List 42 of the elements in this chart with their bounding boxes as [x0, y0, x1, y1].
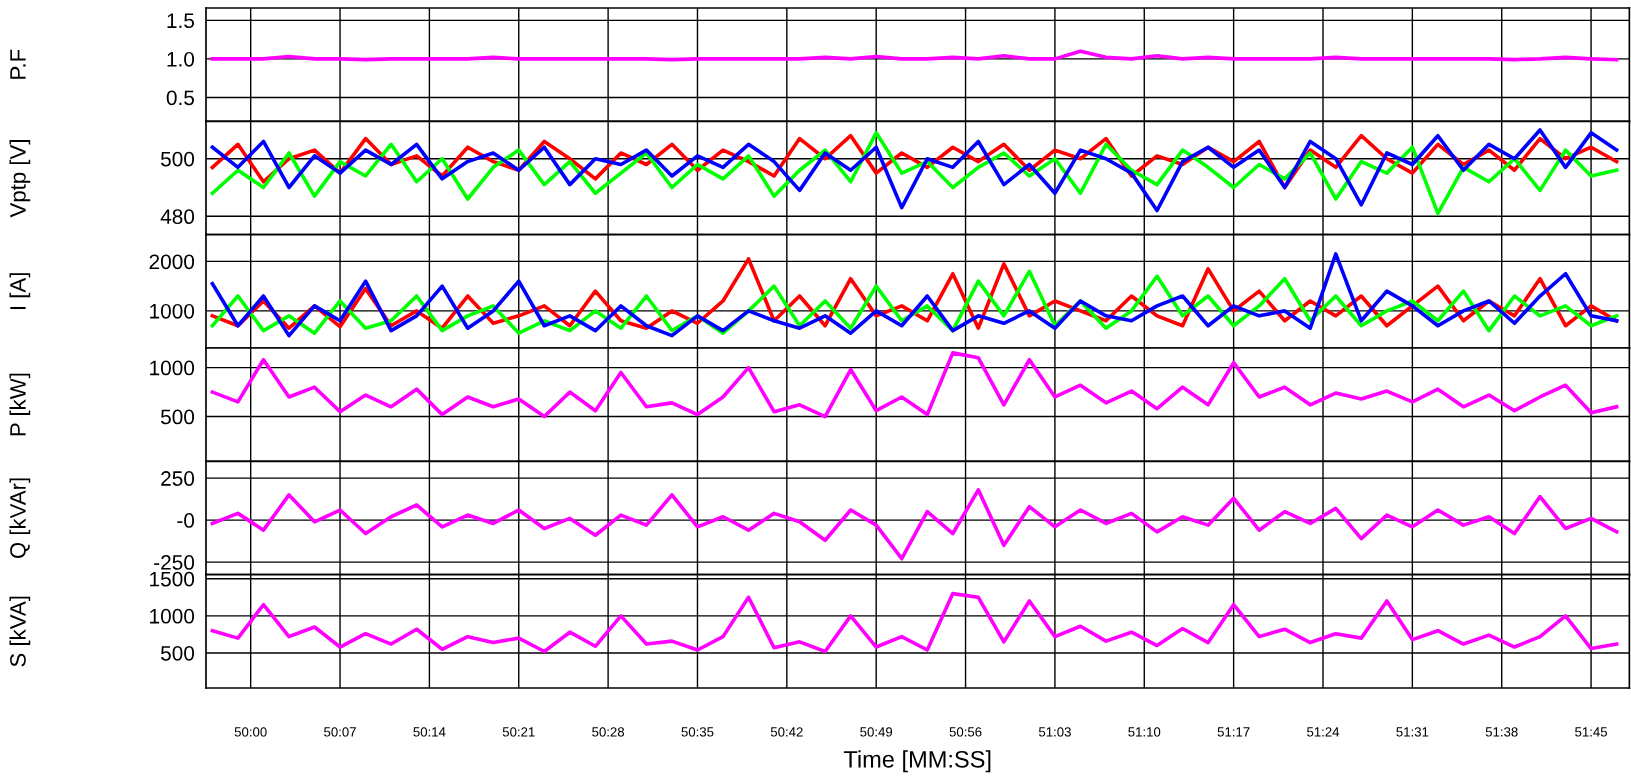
y-tick-label: 1500 — [150, 571, 195, 587]
y-tick-label: 1000 — [150, 303, 195, 319]
y-tick-label: 500 — [160, 151, 195, 167]
line-series — [210, 488, 1619, 561]
y-tick-label: 2000 — [149, 254, 195, 270]
y-tick-label: 1.0 — [167, 51, 195, 67]
x-tick-label: 50:56 — [949, 727, 982, 737]
x-tick-label: 51:03 — [1038, 727, 1071, 737]
x-tick-label: 50:07 — [324, 727, 356, 737]
y-axis-title: I [A] — [9, 273, 31, 310]
line-series — [210, 351, 1619, 419]
x-tick-label: 51:45 — [1575, 727, 1608, 737]
y-tick-label: 250 — [161, 471, 195, 486]
y-axis-title: Vptp [V] — [9, 140, 31, 218]
y-tick-label: 1000 — [150, 608, 195, 624]
y-tick-label: 1000 — [150, 360, 195, 376]
x-tick-label: 51:17 — [1217, 727, 1250, 737]
x-tick-label: 51:10 — [1128, 727, 1161, 737]
y-axis-title: S [kVA] — [9, 596, 31, 667]
x-tick-label: 50:28 — [592, 727, 625, 737]
y-tick-label: 500 — [160, 409, 195, 425]
line-series — [210, 591, 1619, 654]
y-tick-label: -250 — [154, 555, 195, 570]
x-tick-label: 50:35 — [681, 727, 714, 737]
x-tick-label: 50:00 — [234, 727, 267, 737]
x-tick-label: 51:24 — [1307, 727, 1340, 737]
y-axis-title: P.F — [10, 49, 26, 79]
x-tick-label: 51:31 — [1396, 727, 1429, 737]
x-tick-label: 50:49 — [860, 727, 893, 737]
x-tick-label: 50:21 — [502, 727, 535, 737]
y-tick-label: 480 — [160, 209, 195, 225]
x-tick-label: 50:14 — [413, 727, 446, 737]
x-tick-label: 51:38 — [1485, 727, 1518, 737]
y-tick-label: 1.5 — [167, 13, 195, 29]
line-series — [210, 49, 1619, 62]
y-axis-title: Q [kVAr] — [9, 478, 31, 559]
y-tick-label: 0.5 — [166, 90, 195, 106]
y-tick-label: 500 — [160, 645, 195, 661]
y-axis-title: P [kW] — [9, 373, 31, 436]
x-axis-title: Time [MM:SS] — [843, 750, 991, 773]
x-tick-label: 50:42 — [770, 727, 803, 737]
y-tick-label: -0 — [177, 513, 195, 528]
